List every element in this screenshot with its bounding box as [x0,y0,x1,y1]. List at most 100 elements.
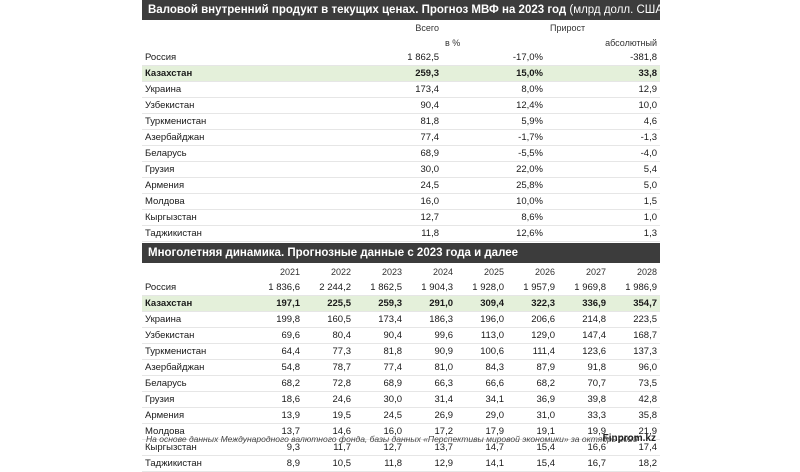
table1-row: Азербайджан 77,4 -1,7% -1,3 [142,129,660,146]
pct-cell: -1,7% [442,129,546,146]
table1-row: Узбекистан 90,4 12,4% 10,0 [142,97,660,114]
abs-cell: 4,6 [546,113,660,130]
abs-cell: 33,8 [546,65,660,82]
value-cell: 54,8 [252,359,303,376]
value-cell: 100,6 [456,343,507,360]
pct-cell: 8,6% [442,209,546,226]
value-cell: 36,9 [507,391,558,408]
value-cell: 14,1 [456,455,507,472]
country-cell: Азербайджан [142,359,252,376]
pct-cell: 12,6% [442,225,546,242]
abs-cell: -4,0 [546,145,660,162]
year-header: 2023 [381,266,402,277]
total-cell: 77,4 [292,129,442,146]
country-cell: Украина [142,81,292,98]
gdp-report: Валовой внутренний продукт в текущих цен… [142,0,660,472]
value-cell: 197,1 [252,295,303,312]
footer: На основе данных Международного валютног… [142,433,660,448]
table2-row: Таджикистан 8,9 10,5 11,8 12,9 14,1 15,4 16,7 18… [142,455,660,472]
value-cell: 14,6 [303,423,354,440]
value-cell: 111,4 [507,343,558,360]
value-cell: 70,7 [558,375,609,392]
value-cell: 39,8 [558,391,609,408]
value-cell: 34,1 [456,391,507,408]
table2-row: Узбекистан 69,6 80,4 90,4 99,6 113,0 129,0 147,… [142,327,660,344]
table1-title-unit: (млрд долл. США) [569,4,660,16]
value-cell: 81,0 [405,359,456,376]
value-cell: 8,9 [252,455,303,472]
country-cell: Казахстан [142,65,292,82]
value-cell: 17,2 [405,423,456,440]
value-cell: 2 244,2 [303,280,354,296]
country-cell: Туркменистан [142,113,292,130]
table1-row: Кыргызстан 12,7 8,6% 1,0 [142,209,660,226]
table1-row: Грузия 30,0 22,0% 5,4 [142,161,660,178]
table2-title: Многолетняя динамика. Прогнозные данные … [142,243,660,263]
value-cell: 309,4 [456,295,507,312]
year-header: 2027 [585,266,606,277]
year-header: 2021 [279,266,300,277]
value-cell: 10,5 [303,455,354,472]
value-cell: 173,4 [354,311,405,328]
value-cell: 123,6 [558,343,609,360]
value-cell: 1 904,3 [405,280,456,296]
value-cell: 15,4 [507,455,558,472]
country-cell: Россия [142,50,292,66]
abs-cell: 5,0 [546,177,660,194]
country-cell: Армения [142,407,252,424]
pct-cell: 8,0% [442,81,546,98]
pct-cell: 25,8% [442,177,546,194]
value-cell: 26,9 [405,407,456,424]
year-header: 2028 [636,266,657,277]
value-cell: 90,4 [354,327,405,344]
value-cell: 18,6 [252,391,303,408]
total-cell: 30,0 [292,161,442,178]
value-cell: 1 928,0 [456,280,507,296]
total-cell: 259,3 [292,65,442,82]
table2-row: Беларусь 68,2 72,8 68,9 66,3 66,6 68,2 70,7 73,5 [142,375,660,392]
total-cell: 11,8 [292,225,442,242]
total-cell: 173,4 [292,81,442,98]
value-cell: 1 969,8 [558,280,609,296]
table1-title-main: Валовой внутренний продукт в текущих цен… [148,4,567,16]
value-cell: 80,4 [303,327,354,344]
value-cell: 69,6 [252,327,303,344]
value-cell: 42,8 [609,391,660,408]
col-abs-header: абсолютный [605,38,657,48]
col-total-header: Всего [415,23,439,33]
total-cell: 24,5 [292,177,442,194]
country-cell: Беларусь [142,145,292,162]
country-cell: Таджикистан [142,225,292,242]
value-cell: 87,9 [507,359,558,376]
value-cell: 78,7 [303,359,354,376]
abs-cell: -1,3 [546,129,660,146]
year-header: 2026 [534,266,555,277]
abs-cell: 12,9 [546,81,660,98]
value-cell: 336,9 [558,295,609,312]
value-cell: 33,3 [558,407,609,424]
table2-row: Молдова 13,7 14,6 16,0 17,2 17,9 19,1 19,9 21,9 [142,423,660,440]
value-cell: 30,0 [354,391,405,408]
value-cell: 19,9 [558,423,609,440]
value-cell: 1 957,9 [507,280,558,296]
value-cell: 77,4 [354,359,405,376]
year-header: 2024 [432,266,453,277]
value-cell: 73,5 [609,375,660,392]
country-cell: Кыргызстан [142,209,292,226]
total-cell: 12,7 [292,209,442,226]
abs-cell: 1,3 [546,225,660,242]
table2-row: Грузия 18,6 24,6 30,0 31,4 34,1 36,9 39,8 42,8 [142,391,660,408]
total-cell: 90,4 [292,97,442,114]
abs-cell: 5,4 [546,161,660,178]
value-cell: 29,0 [456,407,507,424]
gdp-2023-table: Всего Прирост в % абсолютный Россия 1 862… [142,20,660,242]
value-cell: 186,3 [405,311,456,328]
pct-cell: 10,0% [442,193,546,210]
value-cell: 31,0 [507,407,558,424]
value-cell: 24,6 [303,391,354,408]
country-cell: Армения [142,177,292,194]
country-cell: Молдова [142,193,292,210]
value-cell: 68,2 [252,375,303,392]
pct-cell: 5,9% [442,113,546,130]
pct-cell: 12,4% [442,97,546,114]
